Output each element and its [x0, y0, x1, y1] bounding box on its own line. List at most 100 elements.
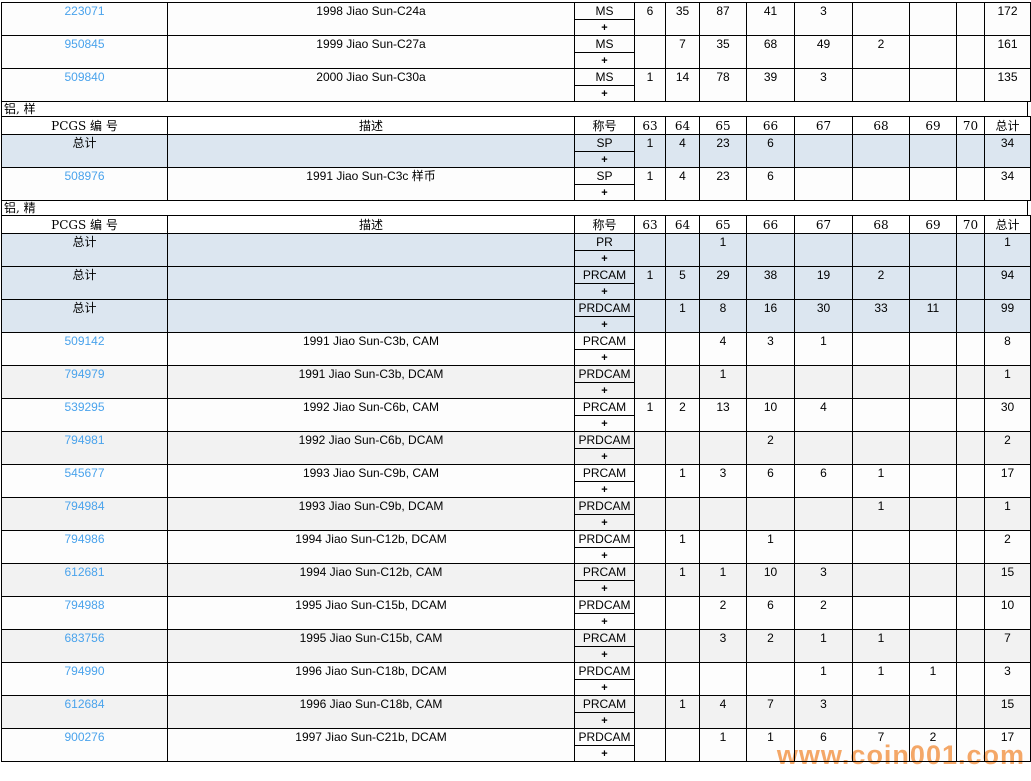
- grade-count: [956, 431, 985, 465]
- plus-indicator: +: [574, 52, 635, 69]
- grade-count: [909, 431, 957, 465]
- column-header-grade-64: 64: [665, 116, 700, 135]
- grade-count: [665, 662, 700, 696]
- plus-indicator: +: [574, 712, 635, 729]
- grade-count: [909, 563, 957, 597]
- row-total: 161: [984, 35, 1031, 69]
- pcgs-number-link[interactable]: 794988: [1, 596, 168, 630]
- table-row: 612684 1996 Jiao Sun-C18b, CAM PRCAM 1 4 7 3 15: [1, 695, 1031, 729]
- grade-count: 1: [746, 530, 795, 564]
- header-row: PCGS 编 号描述 称号 63 64 65 66 67 68 69 70 总计: [1, 116, 1031, 135]
- pcgs-number-link[interactable]: 509840: [1, 68, 168, 102]
- grade-count: [794, 365, 853, 399]
- total-row-label: 总计: [1, 266, 168, 300]
- table-row: 总计 PRDCAM 1 8 16 30 33 11 99: [1, 299, 1031, 333]
- pcgs-number-link[interactable]: 539295: [1, 398, 168, 432]
- pcgs-number-link[interactable]: 794981: [1, 431, 168, 465]
- row-total: 34: [984, 167, 1031, 201]
- grade-count: [699, 497, 747, 531]
- grade-count: 8: [699, 299, 747, 333]
- pcgs-number-link[interactable]: 794979: [1, 365, 168, 399]
- column-header-grade-68: 68: [852, 116, 910, 135]
- table-row: 223071 1998 Jiao Sun-C24a MS 6 35 87 41 3 172: [1, 2, 1031, 36]
- column-header-grade-69: 69: [909, 215, 957, 234]
- grade-count: 39: [746, 68, 795, 102]
- grade-count: [852, 233, 910, 267]
- row-total: 135: [984, 68, 1031, 102]
- designation-label: PRCAM: [574, 695, 635, 713]
- pcgs-number-link[interactable]: 794990: [1, 662, 168, 696]
- grade-count: 1: [665, 563, 700, 597]
- pcgs-number-link[interactable]: 794984: [1, 497, 168, 531]
- grade-count: [852, 431, 910, 465]
- grade-count: 4: [665, 134, 700, 168]
- grade-count: 2: [794, 596, 853, 630]
- grade-count: [665, 728, 700, 762]
- grade-count: [852, 134, 910, 168]
- grade-count: [852, 596, 910, 630]
- row-total: 3: [984, 662, 1031, 696]
- grade-count: 14: [665, 68, 700, 102]
- grade-count: [794, 431, 853, 465]
- plus-subrow: +: [2, 448, 1031, 465]
- pcgs-number-link[interactable]: 683756: [1, 629, 168, 663]
- table-row: 950845 1999 Jiao Sun-C27a MS 7 35 68 49 2 161: [1, 35, 1031, 69]
- column-header-grade-69: 69: [909, 116, 957, 135]
- total-row-label: 总计: [1, 233, 168, 267]
- column-header-grade-65: 65: [699, 215, 747, 234]
- grade-count: [634, 365, 666, 399]
- grade-count: 2: [909, 728, 957, 762]
- column-header-grade-70: 70: [956, 215, 985, 234]
- table-row: 539295 1992 Jiao Sun-C6b, CAM PRCAM 1 2 13 10 4…: [1, 398, 1031, 432]
- plus-indicator: +: [574, 250, 635, 267]
- column-header-grade-70: 70: [956, 116, 985, 135]
- column-header-grade-68: 68: [852, 215, 910, 234]
- grade-count: 3: [699, 629, 747, 663]
- grade-count: 2: [665, 398, 700, 432]
- designation-label: SP: [574, 134, 635, 152]
- grade-count: 35: [665, 2, 700, 36]
- pcgs-number-link[interactable]: 794986: [1, 530, 168, 564]
- pcgs-number-link[interactable]: 900276: [1, 728, 168, 762]
- grade-count: [634, 629, 666, 663]
- grade-count: [909, 365, 957, 399]
- pcgs-number-link[interactable]: 612684: [1, 695, 168, 729]
- grade-count: 4: [665, 167, 700, 201]
- row-total: 17: [984, 464, 1031, 498]
- grade-count: [852, 695, 910, 729]
- grade-count: [852, 563, 910, 597]
- grade-count: 4: [699, 695, 747, 729]
- grade-count: 1: [699, 233, 747, 267]
- grade-count: 1: [699, 365, 747, 399]
- table-row: 612681 1994 Jiao Sun-C12b, CAM PRCAM 1 1 10 3 1…: [1, 563, 1031, 597]
- grade-count: [956, 695, 985, 729]
- grade-count: 1: [634, 266, 666, 300]
- pcgs-number-link[interactable]: 508976: [1, 167, 168, 201]
- plus-indicator: +: [574, 613, 635, 630]
- coin-description: 1993 Jiao Sun-C9b, CAM: [167, 464, 575, 498]
- total-row-label: 总计: [1, 134, 168, 168]
- designation-label: MS: [574, 2, 635, 20]
- population-table: PCGS 编 号描述 称号 63 64 65 66 67 68 69 70 总计 总计 SP 1 4 23 6 3…: [1, 116, 1031, 201]
- pcgs-number-link[interactable]: 223071: [1, 2, 168, 36]
- grade-count: [909, 233, 957, 267]
- grade-count: 78: [699, 68, 747, 102]
- grade-count: [956, 530, 985, 564]
- grade-count: [956, 497, 985, 531]
- section-label: 铝, 样: [1, 102, 1028, 116]
- plus-indicator: +: [574, 679, 635, 696]
- grade-count: 1: [852, 662, 910, 696]
- pcgs-number-link[interactable]: 612681: [1, 563, 168, 597]
- pcgs-number-link[interactable]: 950845: [1, 35, 168, 69]
- table-row: 总计 PR 1 1: [1, 233, 1031, 267]
- designation-label: PRCAM: [574, 629, 635, 647]
- column-header-grade-63: 63: [634, 215, 666, 234]
- designation-label: PRDCAM: [574, 365, 635, 383]
- grade-count: [794, 497, 853, 531]
- coin-description: 1994 Jiao Sun-C12b, DCAM: [167, 530, 575, 564]
- grade-count: [634, 431, 666, 465]
- pcgs-number-link[interactable]: 545677: [1, 464, 168, 498]
- pcgs-number-link[interactable]: 509142: [1, 332, 168, 366]
- designation-label: PRDCAM: [574, 662, 635, 680]
